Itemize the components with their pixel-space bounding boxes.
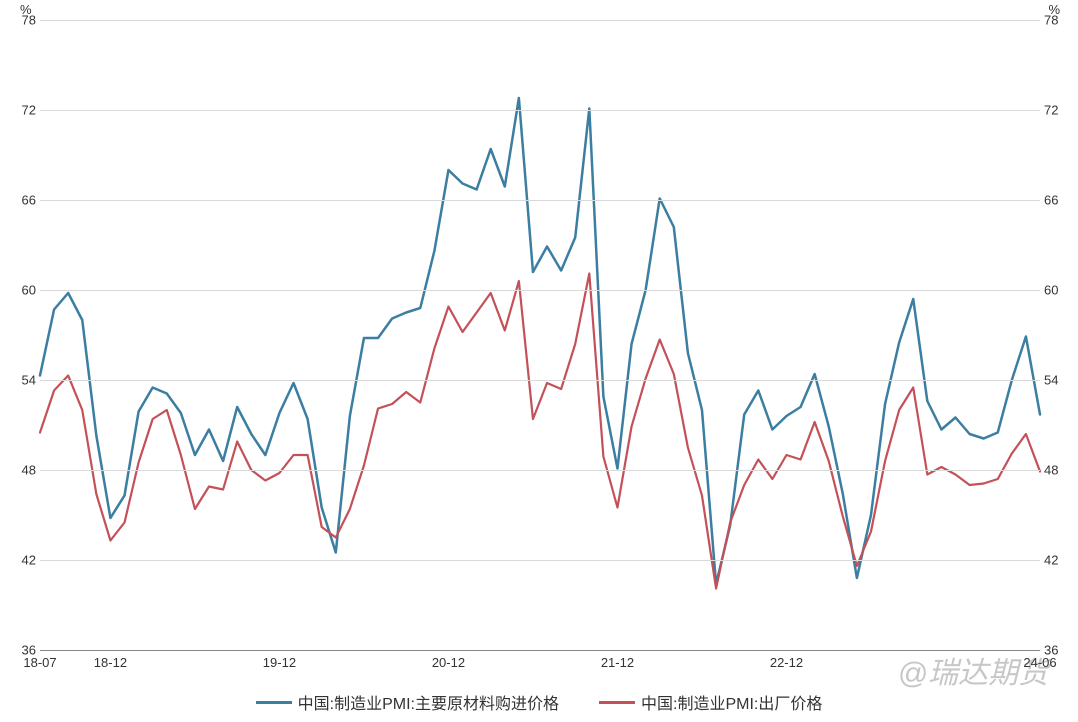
chart-svg	[40, 20, 1040, 650]
series-line	[40, 98, 1040, 584]
legend-item-producer-price: 中国:制造业PMI:出厂价格	[599, 690, 822, 714]
gridline	[40, 200, 1040, 201]
y-tick-label-left: 78	[12, 13, 36, 28]
y-tick-label-left: 54	[12, 373, 36, 388]
gridline	[40, 290, 1040, 291]
pmi-chart: % % 3636424248485454606066667272787818-0…	[0, 0, 1078, 722]
gridline	[40, 20, 1040, 21]
x-tick-label: 18-12	[94, 655, 127, 670]
gridline	[40, 110, 1040, 111]
y-tick-label-left: 66	[12, 193, 36, 208]
legend-swatch	[256, 701, 292, 704]
y-tick-label-right: 54	[1044, 373, 1068, 388]
legend: 中国:制造业PMI:主要原材料购进价格 中国:制造业PMI:出厂价格	[0, 690, 1078, 714]
x-tick-label: 19-12	[263, 655, 296, 670]
y-tick-label-right: 66	[1044, 193, 1068, 208]
x-tick-label: 24-06	[1023, 655, 1056, 670]
series-line	[40, 274, 1040, 589]
y-tick-label-left: 42	[12, 553, 36, 568]
legend-label: 中国:制造业PMI:主要原材料购进价格	[298, 690, 559, 714]
plot-area: % % 3636424248485454606066667272787818-0…	[40, 20, 1040, 651]
gridline	[40, 380, 1040, 381]
y-tick-label-left: 60	[12, 283, 36, 298]
y-tick-label-right: 48	[1044, 463, 1068, 478]
gridline	[40, 470, 1040, 471]
y-tick-label-right: 42	[1044, 553, 1068, 568]
y-tick-label-right: 72	[1044, 103, 1068, 118]
y-tick-label-right: 78	[1044, 13, 1068, 28]
x-tick-label: 18-07	[23, 655, 56, 670]
legend-item-raw-materials: 中国:制造业PMI:主要原材料购进价格	[256, 690, 559, 714]
gridline	[40, 560, 1040, 561]
x-tick-label: 21-12	[601, 655, 634, 670]
legend-swatch	[599, 701, 635, 704]
y-tick-label-right: 60	[1044, 283, 1068, 298]
y-tick-label-left: 72	[12, 103, 36, 118]
y-tick-label-left: 48	[12, 463, 36, 478]
legend-label: 中国:制造业PMI:出厂价格	[641, 690, 822, 714]
gridline	[40, 650, 1040, 651]
x-tick-label: 22-12	[770, 655, 803, 670]
x-tick-label: 20-12	[432, 655, 465, 670]
